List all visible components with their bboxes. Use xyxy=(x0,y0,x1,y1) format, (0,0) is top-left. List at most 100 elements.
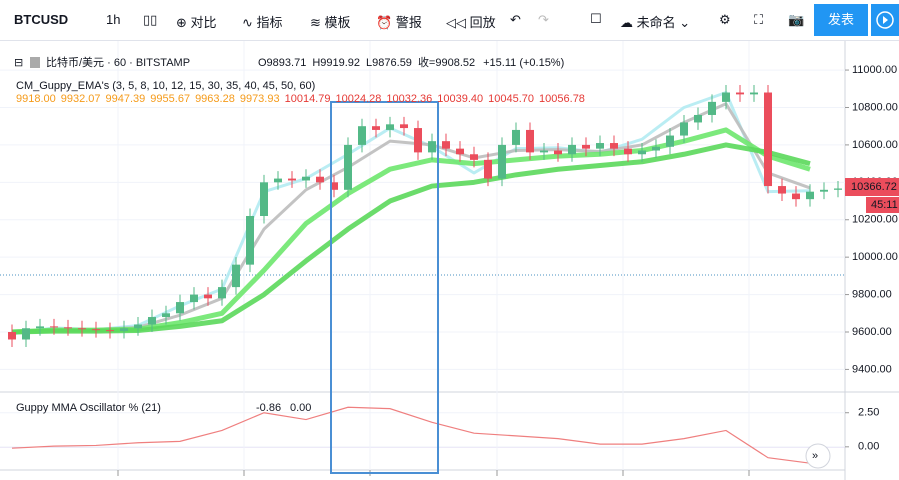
candle-body xyxy=(78,328,86,330)
candle-body xyxy=(120,328,128,332)
oscillator-line xyxy=(11,406,811,464)
candle-body xyxy=(64,327,72,329)
candle-body xyxy=(260,182,268,216)
candle-body xyxy=(764,92,772,187)
ema-value: 9947.39 xyxy=(106,93,146,105)
chart-type-icon[interactable]: ▯▯ xyxy=(143,12,158,27)
highlight-box[interactable] xyxy=(330,101,439,474)
scroll-button[interactable] xyxy=(805,443,831,469)
candle-body xyxy=(512,129,520,145)
candle-body xyxy=(778,186,786,194)
candle-body xyxy=(414,128,422,153)
candle-body xyxy=(330,182,338,190)
y-tick-label: 11000.00 xyxy=(852,64,897,76)
candle-body xyxy=(526,129,534,153)
candle-body xyxy=(470,154,478,160)
last-price: 10366.72 xyxy=(851,181,897,193)
candle-body xyxy=(386,124,394,130)
candle-body xyxy=(582,144,590,149)
indicators-label: 指标 xyxy=(256,15,283,30)
candle-body xyxy=(820,189,828,192)
oscillator-title: Guppy MMA Oscillator % (21) xyxy=(16,402,161,414)
candle-body xyxy=(372,126,380,130)
y-tick-label: 10200.00 xyxy=(852,214,898,226)
candle-body xyxy=(36,326,44,329)
candle-body xyxy=(204,294,212,299)
countdown-box xyxy=(866,197,899,213)
candle-body xyxy=(358,126,366,145)
candle-body xyxy=(750,92,758,95)
ema-line xyxy=(11,91,811,336)
ema-value: 9955.67 xyxy=(150,93,190,105)
ema-value: 10039.40 xyxy=(437,93,483,105)
candle-body xyxy=(232,264,240,288)
candle-body xyxy=(400,124,408,129)
candle-body xyxy=(610,143,618,149)
candle-body xyxy=(106,330,114,332)
candle-body xyxy=(148,317,156,325)
symbol-color xyxy=(30,57,40,68)
candle-body xyxy=(736,92,744,95)
undo[interactable]: ↶ xyxy=(510,12,521,27)
candle-body xyxy=(708,101,716,115)
candle-body xyxy=(218,287,226,299)
candle-body xyxy=(792,193,800,200)
fullscreen[interactable]: ⛶ xyxy=(754,12,764,27)
alert[interactable]: ⏰ 警报 xyxy=(376,15,422,30)
candle-body xyxy=(806,191,814,200)
scroll-icon[interactable]: » xyxy=(812,450,818,462)
collapse-icon[interactable]: ⊟ xyxy=(14,57,23,69)
last-price-box xyxy=(845,178,899,196)
candle-body xyxy=(624,148,632,155)
candle-body xyxy=(666,135,674,147)
candle-body xyxy=(50,326,58,328)
candle-body xyxy=(288,178,296,181)
y2-tick-label: 0.00 xyxy=(858,441,879,453)
candle-body xyxy=(8,332,16,340)
y-tick-label: 10000.00 xyxy=(852,251,898,263)
y-tick-label: 9600.00 xyxy=(852,326,892,338)
candle-body xyxy=(162,313,170,318)
candle-body xyxy=(834,188,842,190)
redo[interactable]: ↷ xyxy=(538,12,549,27)
candle-body xyxy=(344,144,352,190)
ema-value: 10024.28 xyxy=(335,93,381,105)
candle-body xyxy=(554,150,562,155)
panel-icon xyxy=(876,11,894,29)
panel-arrow xyxy=(883,16,888,24)
templates[interactable]: ≋ 模板 xyxy=(310,15,351,30)
candle-body xyxy=(722,92,730,102)
candle-body xyxy=(596,143,604,149)
y-tick-label: 10600.00 xyxy=(852,139,898,151)
symbol-search[interactable]: BTCUSD xyxy=(14,12,69,27)
open: O9893.71 xyxy=(258,57,306,69)
high: H9919.92 xyxy=(312,57,360,69)
close: 收=9908.52 xyxy=(418,55,475,69)
candle-body xyxy=(680,122,688,136)
compare-label: 对比 xyxy=(190,15,217,30)
replay[interactable]: ◁◁ 回放 xyxy=(446,15,496,30)
ema-value: 10045.70 xyxy=(488,93,534,105)
candle-body xyxy=(190,294,198,303)
indicators[interactable]: ∿ 指标 xyxy=(242,15,283,30)
candle-body xyxy=(428,141,436,153)
publish-button[interactable]: 发表 xyxy=(814,4,868,36)
drawing-toggle[interactable]: ☐ xyxy=(590,11,602,26)
snapshot[interactable]: 📷 xyxy=(788,12,805,27)
countdown: 45:11 xyxy=(871,199,898,211)
candle-body xyxy=(568,144,576,155)
compare[interactable]: ⊕ 对比 xyxy=(176,15,217,30)
indicator-title: CM_Guppy_EMA's (3, 5, 8, 10, 12, 15, 30,… xyxy=(16,80,315,92)
layout[interactable]: ☁ 未命名 ⌄ xyxy=(620,15,691,30)
candle-body xyxy=(484,159,492,179)
candle-body xyxy=(456,148,464,155)
candle-body xyxy=(316,176,324,183)
layout-label: 未命名 xyxy=(636,15,676,30)
candle-body xyxy=(498,144,506,179)
panel-toggle[interactable] xyxy=(871,4,899,36)
settings[interactable]: ⚙ xyxy=(719,12,731,27)
candle-body xyxy=(638,150,646,155)
interval[interactable]: 1h xyxy=(106,12,121,27)
alert-label: 警报 xyxy=(395,15,422,30)
